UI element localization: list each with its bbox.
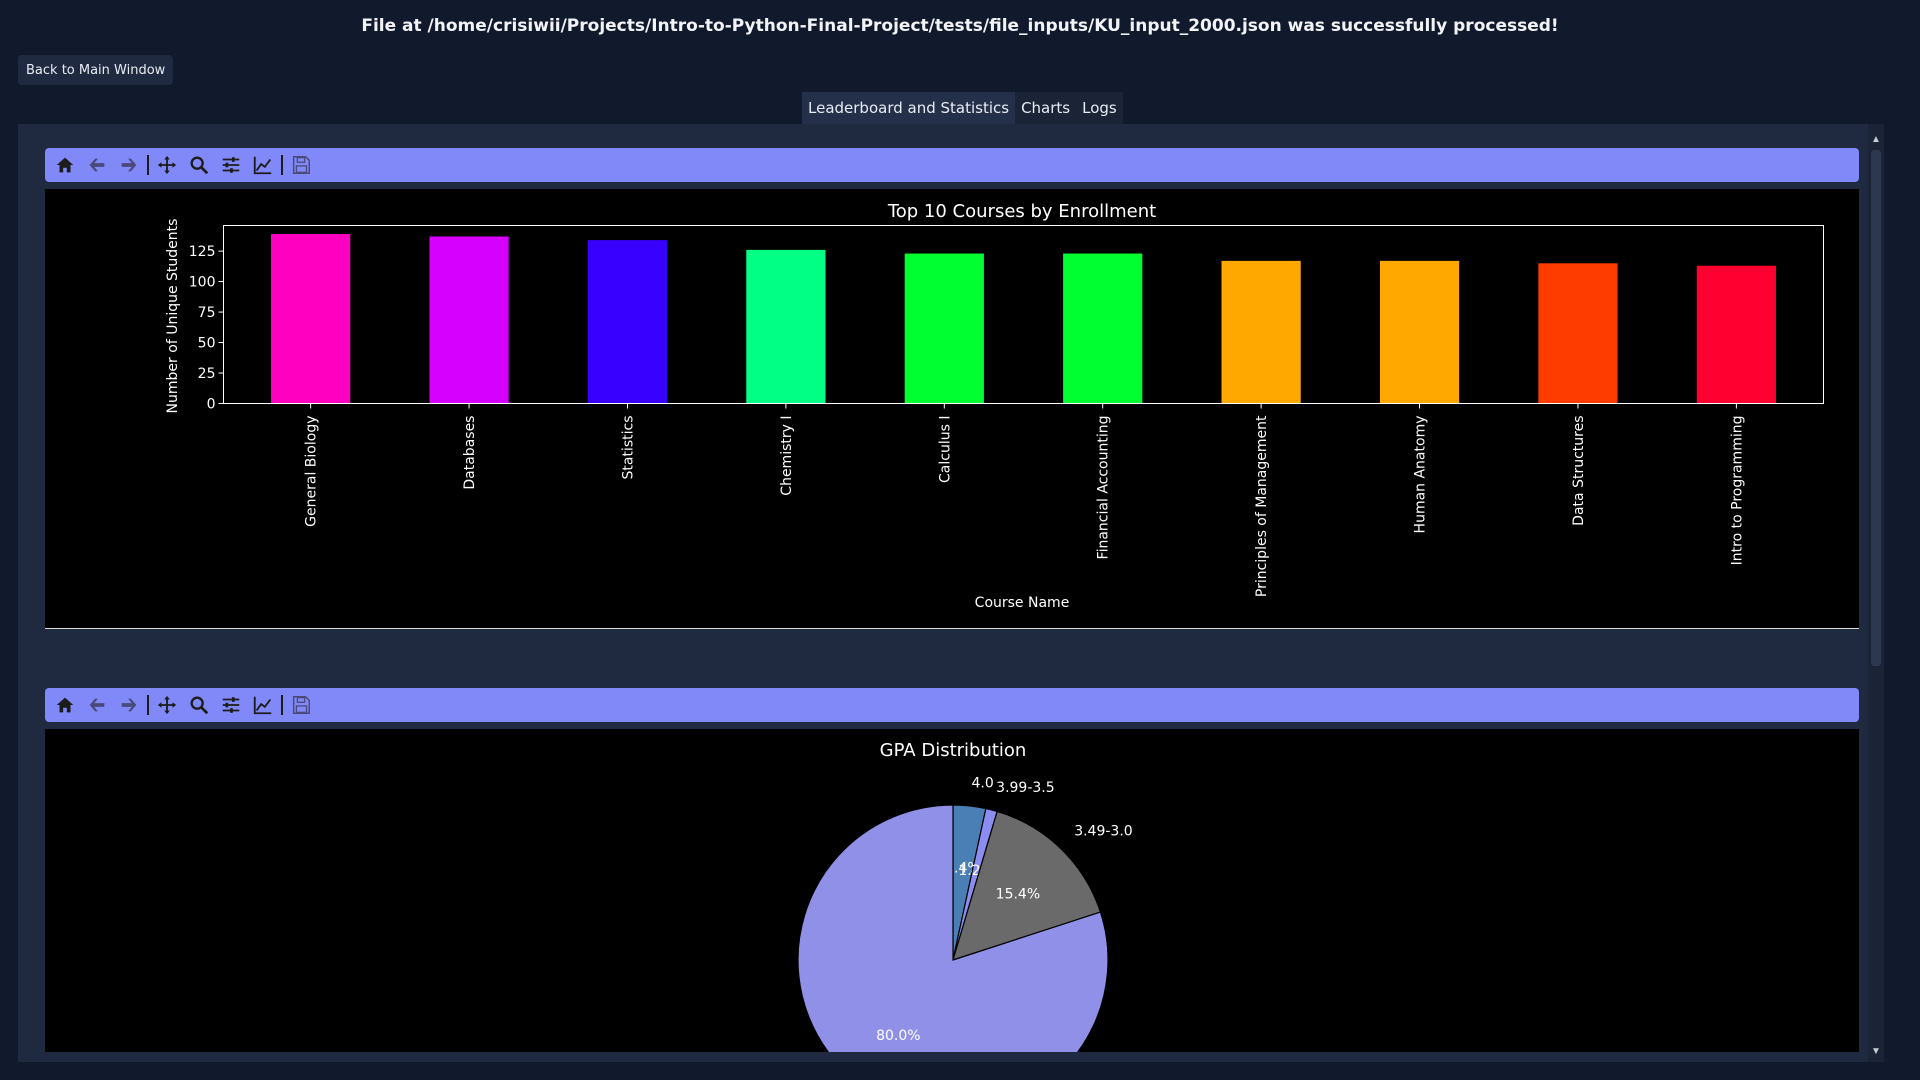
- bar: [271, 234, 351, 404]
- save-icon[interactable]: [285, 689, 317, 721]
- tab-charts[interactable]: Charts: [1015, 92, 1077, 124]
- x-tick-label: Principles of Management: [1254, 415, 1270, 597]
- zoom-icon[interactable]: [183, 149, 215, 181]
- x-tick-label: General Biology: [304, 416, 320, 527]
- forward-arrow-icon[interactable]: [113, 689, 145, 721]
- x-tick-label: Calculus I: [937, 416, 953, 483]
- pie-slice: [797, 804, 1109, 1052]
- chart-title: GPA Distribution: [880, 740, 1027, 761]
- bar: [1379, 260, 1460, 404]
- y-tick-label: 50: [198, 336, 216, 352]
- toolbar-separator: [281, 695, 283, 715]
- bar: [1063, 253, 1143, 404]
- y-tick-label: 125: [189, 244, 216, 260]
- y-tick-label: 75: [198, 305, 216, 321]
- x-tick-label: Human Anatomy: [1413, 416, 1429, 534]
- y-tick-label: 100: [189, 275, 216, 291]
- y-tick-label: 25: [198, 366, 216, 382]
- status-message: File at /home/crisiwii/Projects/Intro-to…: [361, 16, 1559, 36]
- x-tick-label: Statistics: [620, 416, 636, 480]
- y-tick-label: 0: [207, 397, 216, 413]
- edit-axis-icon[interactable]: [247, 689, 279, 721]
- bar: [904, 253, 984, 404]
- configure-subplots-icon[interactable]: [215, 149, 247, 181]
- pan-icon[interactable]: [151, 689, 183, 721]
- forward-arrow-icon[interactable]: [113, 149, 145, 181]
- scrollbar-thumb[interactable]: [1871, 150, 1881, 666]
- y-axis-label: Number of Unique Students: [165, 219, 181, 414]
- tab-bar: Leaderboard and Statistics Charts Logs: [802, 92, 1123, 124]
- bar-chart-canvas: Top 10 Courses by Enrollment Number of U…: [45, 189, 1859, 629]
- charts-panel: Top 10 Courses by Enrollment Number of U…: [18, 124, 1884, 1062]
- x-tick-label: Databases: [462, 416, 478, 490]
- bar: [1696, 265, 1776, 404]
- x-axis-label: Course Name: [975, 595, 1070, 611]
- scroll-down-arrow-icon[interactable]: ▼: [1871, 1046, 1881, 1057]
- back-arrow-icon[interactable]: [81, 149, 113, 181]
- tab-logs[interactable]: Logs: [1076, 92, 1123, 124]
- bar: [1538, 263, 1618, 404]
- x-tick-label: Data Structures: [1571, 416, 1587, 526]
- configure-subplots-icon[interactable]: [215, 689, 247, 721]
- home-icon[interactable]: [49, 689, 81, 721]
- pie-chart-canvas: GPA Distribution 4.0 3.4% 3.99-3.5 1.2% 3.49…: [45, 729, 1859, 1052]
- toolbar-separator: [147, 695, 149, 715]
- scroll-up-arrow-icon[interactable]: ▲: [1871, 134, 1881, 145]
- tab-leaderboard[interactable]: Leaderboard and Statistics: [802, 92, 1016, 124]
- bar-chart: Top 10 Courses by Enrollment Number of U…: [165, 201, 1824, 611]
- bar: [429, 236, 509, 404]
- back-to-main-button[interactable]: Back to Main Window: [18, 55, 174, 85]
- slice-label: 3.99-3.5: [996, 780, 1055, 796]
- pie-slice: [952, 810, 1102, 961]
- x-tick-label: Intro to Programming: [1729, 416, 1745, 566]
- scrollbar[interactable]: ▲ ▼: [1868, 124, 1884, 1062]
- toolbar-separator: [281, 155, 283, 175]
- slice-percent-label: 80.0%: [876, 1028, 920, 1044]
- back-arrow-icon[interactable]: [81, 689, 113, 721]
- slice-percent-label: 15.4%: [996, 886, 1040, 902]
- zoom-icon[interactable]: [183, 689, 215, 721]
- slice-label: 3.49-3.0: [1074, 824, 1133, 840]
- plot-frame: [223, 225, 1824, 404]
- pan-icon[interactable]: [151, 149, 183, 181]
- x-tick-label: Chemistry I: [779, 416, 795, 496]
- pie-chart: GPA Distribution 4.03.4%3.99-3.51.2%3.49…: [797, 740, 1133, 1052]
- toolbar-separator: [147, 155, 149, 175]
- save-icon[interactable]: [285, 149, 317, 181]
- home-icon[interactable]: [49, 149, 81, 181]
- edit-axis-icon[interactable]: [247, 149, 279, 181]
- chart-title: Top 10 Courses by Enrollment: [887, 201, 1156, 222]
- bar: [1221, 260, 1301, 404]
- slice-label: 4.0: [972, 775, 994, 791]
- bar: [746, 249, 826, 404]
- x-tick-label: Financial Accounting: [1096, 416, 1112, 560]
- chart-toolbar-1: [45, 148, 1859, 182]
- chart-toolbar-2: [45, 688, 1859, 722]
- bar: [587, 240, 668, 404]
